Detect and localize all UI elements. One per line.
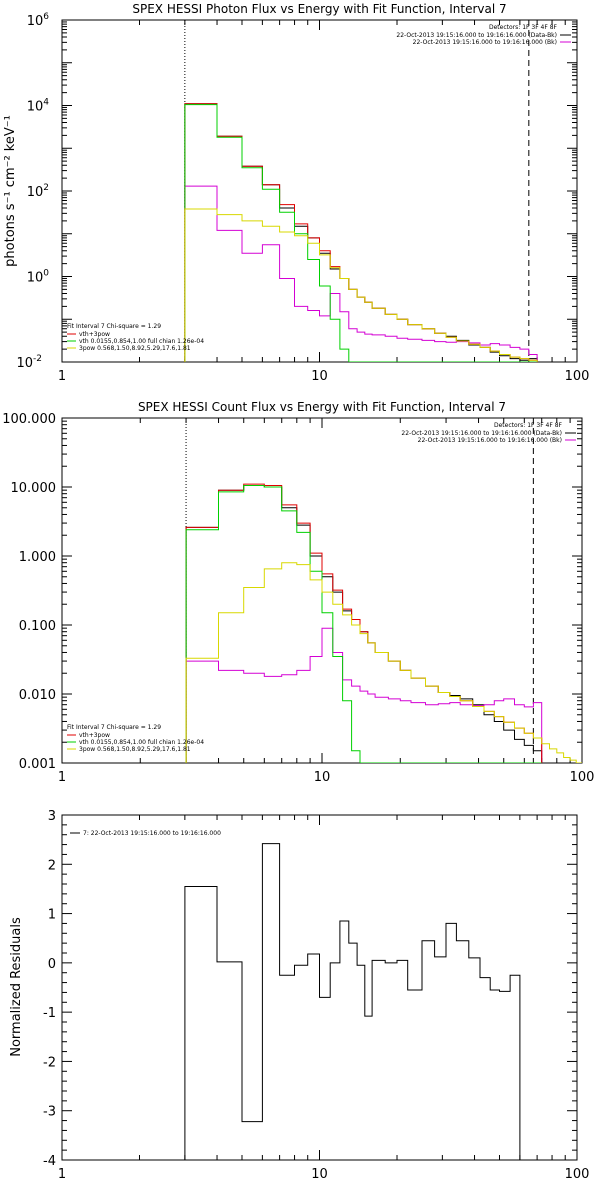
- photon-flux-legend-entry: 22-Oct-2013 19:15:16.000 to 19:16:16.000…: [413, 39, 557, 46]
- residuals-y-tick-label: -2: [43, 1055, 56, 1070]
- photon-flux-y-label: photons s⁻¹ cm⁻² keV⁻¹: [3, 115, 18, 267]
- photon-flux-fit-entry: 3pow 0.568,1.50,8.92,5.29,17.6,1.81: [79, 345, 191, 352]
- count-flux-fit-header: Fit Interval 7 Chi-square = 1.29: [67, 724, 161, 731]
- residuals-x-tick-label: 100: [565, 1167, 590, 1182]
- photon-flux-series-total: [184, 103, 538, 362]
- photon-flux-x-tick-label: 10: [311, 369, 328, 384]
- photon-flux-y-tick-label: 104: [27, 98, 50, 115]
- residuals-x-ticks: [61, 815, 566, 1160]
- photon-flux-y-tick-exponent: 2: [43, 183, 49, 193]
- photon-flux-y-tick-exponent: 6: [43, 12, 49, 22]
- count-flux-series-bk: [185, 627, 543, 763]
- count-flux-legend-bottom: Fit Interval 7 Chi-square = 1.29vth+3pow…: [67, 724, 204, 753]
- photon-flux-y-tick-exponent: 4: [43, 98, 49, 108]
- photon-flux-y-tick-base: 10: [27, 271, 44, 286]
- photon-flux-y-tick-label: 106: [27, 12, 50, 29]
- count-flux-series-vth: [185, 485, 542, 763]
- count-flux-x-tick-label: 1: [58, 770, 66, 785]
- photon-flux-series-data: [184, 103, 538, 362]
- residuals-series-group: [184, 843, 521, 1160]
- residuals-panel: Normalized Residuals 1 10 100 -4 -3 -2 -1 0 1 2 3 7…: [9, 809, 589, 1182]
- photon-flux-legend-header: Detectors: 1F 3F 4F 8F: [489, 24, 558, 31]
- photon-flux-series-vth: [184, 104, 538, 362]
- photon-flux-y-tick-base: 10: [16, 356, 33, 371]
- photon-flux-series-pow: [184, 208, 538, 362]
- photon-flux-y-tick-label: 100: [27, 269, 50, 286]
- photon-flux-y-ticks: [62, 21, 577, 363]
- residuals-y-tick-label: -4: [43, 1154, 56, 1169]
- photon-flux-y-tick-exponent: -2: [33, 354, 42, 364]
- photon-flux-title: SPEX HESSI Photon Flux vs Energy with Fi…: [132, 2, 506, 16]
- residuals-y-tick-label: -1: [43, 1006, 56, 1021]
- photon-flux-y-tick-base: 10: [27, 185, 44, 200]
- count-flux-x-ticks: [61, 418, 571, 763]
- count-flux-y-tick-label: 1.000: [19, 550, 56, 565]
- photon-flux-series-bk: [184, 185, 538, 362]
- count-flux-fit-entry: 3pow 0.568,1.50,8.92,5.29,17.6,1.81: [79, 746, 191, 753]
- count-flux-series-data: [185, 485, 543, 763]
- residuals-y-tick-label: -3: [43, 1105, 56, 1120]
- photon-flux-fit-entry: vth+3pow: [79, 331, 110, 338]
- count-flux-y-tick-label: 100.000: [2, 412, 56, 427]
- photon-flux-fit-header: Fit Interval 7 Chi-square = 1.29: [67, 323, 161, 330]
- count-flux-x-tick-label: 10: [314, 770, 331, 785]
- residuals-legend-top: 7: 22-Oct-2013 19:15:16.000 to 19:16:16.…: [70, 830, 221, 837]
- count-flux-fit-entry: vth 0.0155,0.854,1.00 full chian 1.26e-0…: [79, 739, 204, 746]
- residuals-y-tick-label: 3: [48, 809, 56, 824]
- photon-flux-fit-entry: vth 0.0155,0.854,1.00 full chian 1.26e-0…: [79, 338, 204, 345]
- count-flux-y-tick-label: 0.010: [19, 688, 56, 703]
- count-flux-y-tick-label: 0.100: [19, 619, 56, 634]
- count-flux-y-ticks: [62, 420, 582, 764]
- residuals-series-residuals: [184, 843, 521, 1160]
- photon-flux-legend-bottom: Fit Interval 7 Chi-square = 1.29vth+3pow…: [67, 323, 204, 352]
- photon-flux-x-tick-label: 1: [58, 369, 66, 384]
- count-flux-legend-entry: 22-Oct-2013 19:15:16.000 to 19:16:16.000…: [418, 437, 562, 444]
- count-flux-legend-entry: 22-Oct-2013 19:15:16.000 to 19:16:16.000…: [401, 430, 562, 437]
- residuals-y-label: Normalized Residuals: [9, 917, 24, 1057]
- photon-flux-y-tick-label: 10-2: [16, 354, 42, 371]
- count-flux-x-tick-label: 100: [570, 770, 595, 785]
- count-flux-series-group: [185, 483, 582, 763]
- photon-flux-legend-entry: 22-Oct-2013 19:15:16.000 to 19:16:16.000…: [396, 32, 557, 39]
- photon-flux-series-group: [184, 103, 538, 362]
- count-flux-series-total: [185, 483, 543, 763]
- photon-flux-y-tick-label: 102: [27, 183, 49, 200]
- count-flux-series-pow: [185, 562, 582, 763]
- photon-flux-y-tick-base: 10: [27, 100, 44, 115]
- residuals-y-tick-label: 0: [48, 957, 56, 972]
- photon-flux-y-tick-base: 10: [27, 14, 44, 29]
- residuals-y-tick-label: 2: [48, 858, 56, 873]
- count-flux-title: SPEX HESSI Count Flux vs Energy with Fit…: [138, 400, 506, 414]
- residuals-x-tick-label: 10: [311, 1167, 328, 1182]
- residuals-y-tick-label: 1: [48, 908, 56, 923]
- residuals-legend-entry: 7: 22-Oct-2013 19:15:16.000 to 19:16:16.…: [83, 830, 221, 837]
- photon-flux-y-tick-exponent: 0: [43, 269, 49, 279]
- count-flux-fit-entry: vth+3pow: [79, 732, 110, 739]
- count-flux-legend-header: Detectors: 1F 3F 4F 8F: [494, 422, 563, 429]
- count-flux-y-tick-label: 10.000: [11, 481, 57, 496]
- photon-flux-panel: SPEX HESSI Photon Flux vs Energy with Fi…: [3, 2, 589, 384]
- photon-flux-x-tick-label: 100: [565, 369, 590, 384]
- count-flux-panel: SPEX HESSI Count Flux vs Energy with Fit…: [2, 400, 594, 785]
- residuals-x-tick-label: 1: [58, 1167, 66, 1182]
- count-flux-y-tick-label: 0.001: [19, 757, 56, 772]
- photon-flux-x-ticks: [61, 20, 566, 362]
- residuals-y-ticks: [62, 814, 577, 1161]
